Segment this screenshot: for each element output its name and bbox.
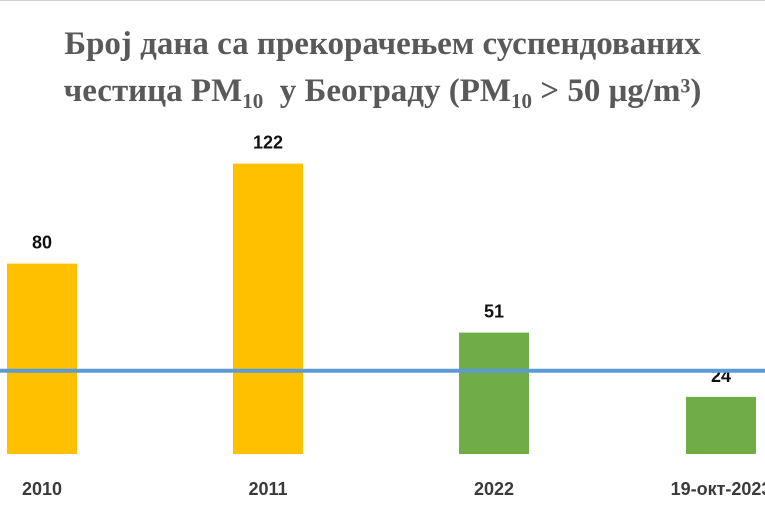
title-text-belgrade: у Београду (PM [263, 73, 512, 109]
data-label-2011: 122 [253, 133, 283, 153]
title-text-threshold: > 50 μg/m³) [532, 73, 702, 109]
chart-title-line-1: Број дана са прекорачењем суспендованих [64, 26, 701, 62]
x-tick-label-19-окт-2023: 19-окт-2023 [671, 479, 765, 499]
bar-2022 [459, 332, 529, 454]
chart-title-line-2: честица PM10 у Београду (PM10 > 50 μg/m³… [0, 71, 765, 113]
bar-2010 [7, 263, 77, 454]
data-label-2010: 80 [32, 233, 52, 253]
bar-19-окт-2023 [686, 396, 756, 454]
bar-2011 [233, 163, 303, 454]
title-subscript-10: 10 [242, 89, 264, 113]
title-subscript-10b: 10 [511, 89, 533, 113]
x-tick-label-2022: 2022 [474, 479, 514, 499]
x-tick-label-2011: 2011 [248, 479, 287, 499]
x-tick-label-2010: 2010 [22, 479, 62, 499]
data-label-2022: 51 [484, 302, 504, 322]
title-text-particles: честица PM [63, 73, 243, 109]
